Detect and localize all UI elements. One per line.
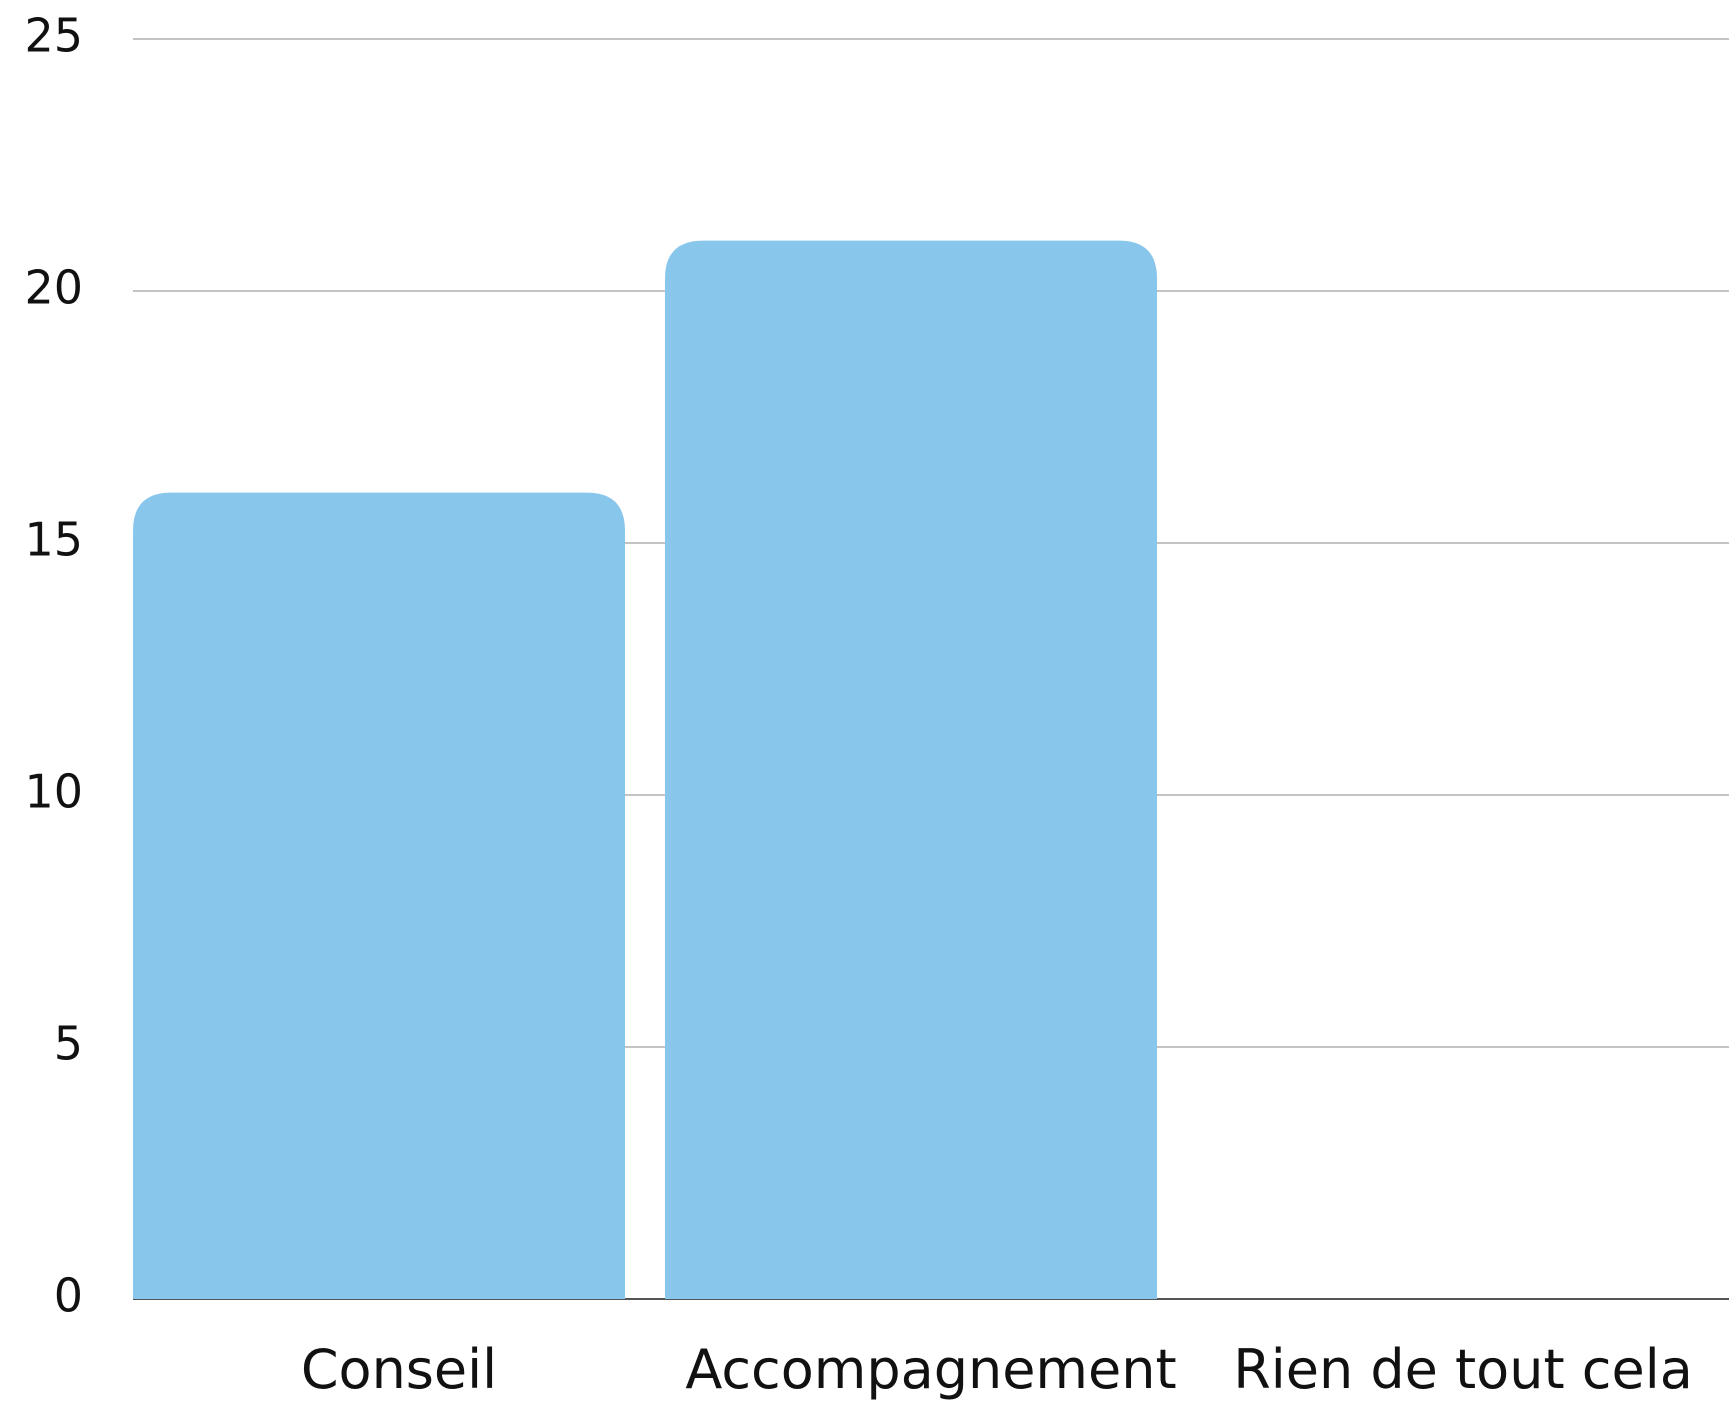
x-tick-label: Conseil: [301, 1338, 497, 1401]
bar: [665, 240, 1157, 1300]
x-tick-label: Accompagnement: [685, 1338, 1176, 1401]
y-tick-label: 20: [24, 261, 83, 315]
y-tick-label: 0: [54, 1269, 83, 1323]
y-tick-label: 15: [24, 513, 83, 567]
x-tick-label: Rien de tout cela: [1233, 1338, 1693, 1401]
y-tick-label: 5: [54, 1017, 83, 1071]
bar: [133, 492, 625, 1300]
y-tick-label: 10: [24, 765, 83, 819]
y-tick-label: 25: [24, 9, 83, 63]
